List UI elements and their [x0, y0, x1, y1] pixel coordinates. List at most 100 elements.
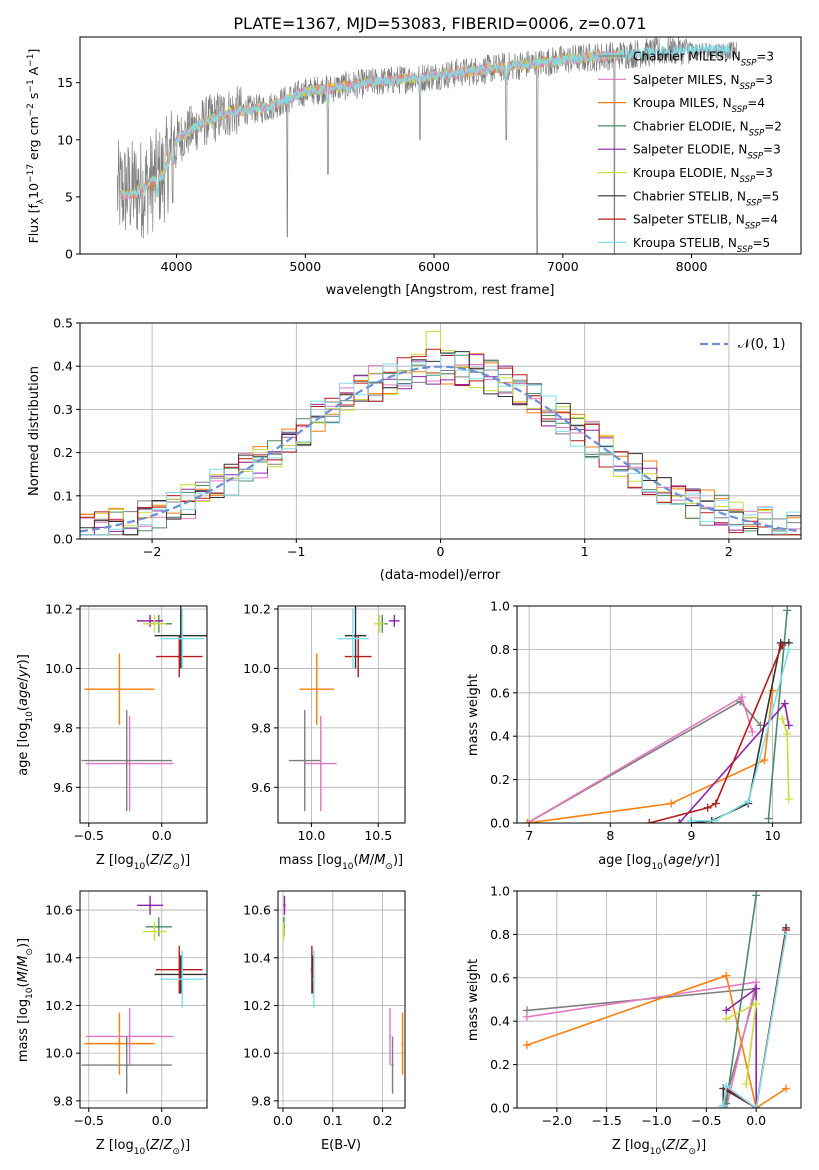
x-tick-label: −2.0	[542, 1113, 572, 1128]
axes-frame: 10.0 10.5 9.6 9.8 10.0 10.2 mass [log10(M/M⊙)]	[243, 601, 406, 872]
x-tick-label: 7	[525, 828, 533, 843]
weight-vs-Z-x-axis-label: Z [log10(Z/Z⊙)]	[612, 1138, 706, 1157]
y-tick-label: 0	[65, 247, 73, 262]
plot-area	[81, 606, 207, 812]
weight-marker-kroupa_stelib	[752, 1104, 761, 1108]
point-chabrier_miles	[125, 1063, 128, 1067]
x-tick-label: 8	[606, 828, 614, 843]
residuals-x-axis-label: (data-model)/error	[380, 568, 501, 583]
age-vs-mass-x-axis-label: mass [log10(M/M⊙)]	[279, 853, 403, 872]
x-tick-label: 6000	[418, 259, 450, 274]
spectrum-x-axis-label: wavelength [Angstrom, rest frame]	[326, 283, 555, 298]
x-tick-label: 0.0	[746, 1113, 766, 1128]
y-tick-label: 9.8	[251, 1093, 271, 1108]
x-tick-label: 0.0	[152, 1113, 172, 1128]
axes-border	[516, 605, 802, 824]
weight-marker-kroupa_miles	[768, 686, 777, 695]
point-salpeter_elodie	[148, 619, 152, 623]
point-kroupa_stelib	[312, 978, 316, 981]
panel-weight_vs_Z: −2.0 −1.5 −1.0 −0.5 0.0 0.0 0.2 0.4 0.6 0.8 1.0 Z […	[466, 884, 802, 1157]
point-kroupa_stelib	[180, 978, 184, 981]
spectrum-y-axis-label: Flux [fλ10−17 erg cm−2 s−1 A−1]	[26, 49, 46, 244]
weight-marker-salpeter_stelib	[711, 799, 720, 808]
y-tick-label: 5	[65, 189, 73, 204]
axes-border	[516, 890, 802, 1109]
point-salpeter_elodie	[283, 904, 286, 907]
y-tick-label: 10.0	[45, 1046, 73, 1061]
x-tick-label: 0	[437, 544, 445, 559]
weight-marker-kroupa_stelib	[782, 930, 791, 939]
x-tick-label: 4000	[161, 259, 193, 274]
weight-marker-kroupa_elodie	[742, 1080, 751, 1089]
y-tick-label: 10.2	[243, 998, 271, 1013]
point-chabrier_miles	[125, 759, 128, 762]
x-tick-label: −1.5	[592, 1113, 622, 1128]
weight-marker-kroupa_miles	[782, 1084, 791, 1093]
weight-marker-kroupa_elodie	[783, 730, 792, 739]
y-tick-label: 0.2	[490, 1057, 510, 1072]
x-tick-label: 10	[765, 828, 781, 843]
y-tick-label: 0.8	[490, 927, 510, 942]
weight-marker-kroupa_elodie	[722, 1015, 731, 1024]
weight-marker-kroupa_miles	[760, 756, 769, 765]
point-chabrier_elodie	[157, 925, 161, 928]
x-tick-label: 7000	[547, 259, 579, 274]
y-tick-label: 9.8	[53, 1093, 73, 1108]
y-tick-label: 10.0	[45, 661, 73, 676]
axes-frame: −2.0 −1.5 −1.0 −0.5 0.0 0.0 0.2 0.4 0.6 0.8 1.0 Z […	[466, 884, 802, 1157]
axes-border	[79, 890, 208, 1109]
legend-label-kroupa_elodie: Kroupa ELODIE, NSSP=3	[633, 166, 773, 185]
weight-marker-kroupa_stelib	[744, 797, 753, 806]
weight-marker-kroupa_miles	[523, 819, 532, 823]
histogram-salpeter_stelib	[80, 348, 801, 536]
plot-area	[288, 606, 400, 812]
y-tick-label: 0.3	[53, 402, 73, 417]
point-kroupa_miles	[315, 688, 318, 691]
y-tick-label: 0.0	[490, 816, 510, 831]
y-tick-label: 10.4	[45, 950, 73, 965]
axes-frame: 7 8 9 10 0.0 0.2 0.4 0.6 0.8 1.0 age [log10(age/yr…	[466, 599, 802, 872]
axes-border	[79, 36, 802, 255]
plot-area	[282, 895, 404, 1094]
point-salpeter_miles	[128, 762, 131, 765]
point-salpeter_miles	[388, 1035, 392, 1038]
weight-line-chabrier_miles	[526, 987, 758, 1108]
y-tick-label: 0.0	[490, 1101, 510, 1116]
weight-marker-kroupa_stelib	[784, 645, 793, 654]
axes-frame: −2 −1 0 1 2 0.0 0.1 0.2 0.3 0.4 0.5 𝒩(0, 1) (data-mo…	[27, 316, 802, 583]
histogram-kroupa_elodie	[80, 331, 801, 536]
point-salpeter_stelib	[178, 655, 181, 658]
weight-marker-salpeter_miles	[748, 727, 757, 736]
y-tick-label: 0.4	[490, 729, 510, 744]
legend-label-salpeter_stelib: Salpeter STELIB, NSSP=4	[633, 213, 778, 232]
y-tick-label: 0.2	[490, 772, 510, 787]
x-tick-label: 2	[725, 544, 733, 559]
mass-vs-Z-y-axis-label: mass [log10(M/M⊙)]	[16, 938, 35, 1062]
weight-marker-chabrier_elodie	[752, 891, 761, 900]
weight-marker-salpeter_elodie	[780, 699, 789, 708]
x-tick-label: −1.0	[641, 1113, 671, 1128]
y-tick-label: 15	[57, 75, 73, 90]
legend-label-normal: 𝒩(0, 1)	[738, 337, 785, 352]
point-kroupa_elodie	[153, 930, 156, 933]
x-tick-label: −1	[287, 544, 305, 559]
x-tick-label: 0.2	[373, 1113, 393, 1128]
y-tick-label: 0.1	[53, 488, 73, 503]
y-tick-label: 0.6	[490, 685, 510, 700]
y-tick-label: 10.6	[45, 903, 73, 918]
weight-vs-Z-y-axis-label: mass weight	[466, 959, 481, 1041]
x-tick-label: 8000	[676, 259, 708, 274]
spectrum-legend: Chabrier MILES, NSSP=3 Salpeter MILES, NS…	[598, 50, 782, 255]
y-tick-label: 10	[57, 132, 73, 147]
legend-label-salpeter_elodie: Salpeter ELODIE, NSSP=3	[633, 143, 781, 162]
x-tick-label: −0.5	[74, 828, 104, 843]
legend-label-kroupa_miles: Kroupa MILES, NSSP=4	[633, 96, 765, 115]
histogram-kroupa_miles	[80, 353, 801, 536]
weight-marker-salpeter_elodie	[675, 819, 684, 823]
point-salpeter_stelib	[310, 968, 314, 971]
weight-marker-kroupa_elodie	[784, 795, 793, 804]
axes-border	[277, 605, 406, 824]
mass-vs-ebv-x-axis-label: E(B-V)	[321, 1138, 361, 1153]
point-kroupa_miles	[401, 1042, 404, 1045]
plot-area	[81, 895, 207, 1094]
